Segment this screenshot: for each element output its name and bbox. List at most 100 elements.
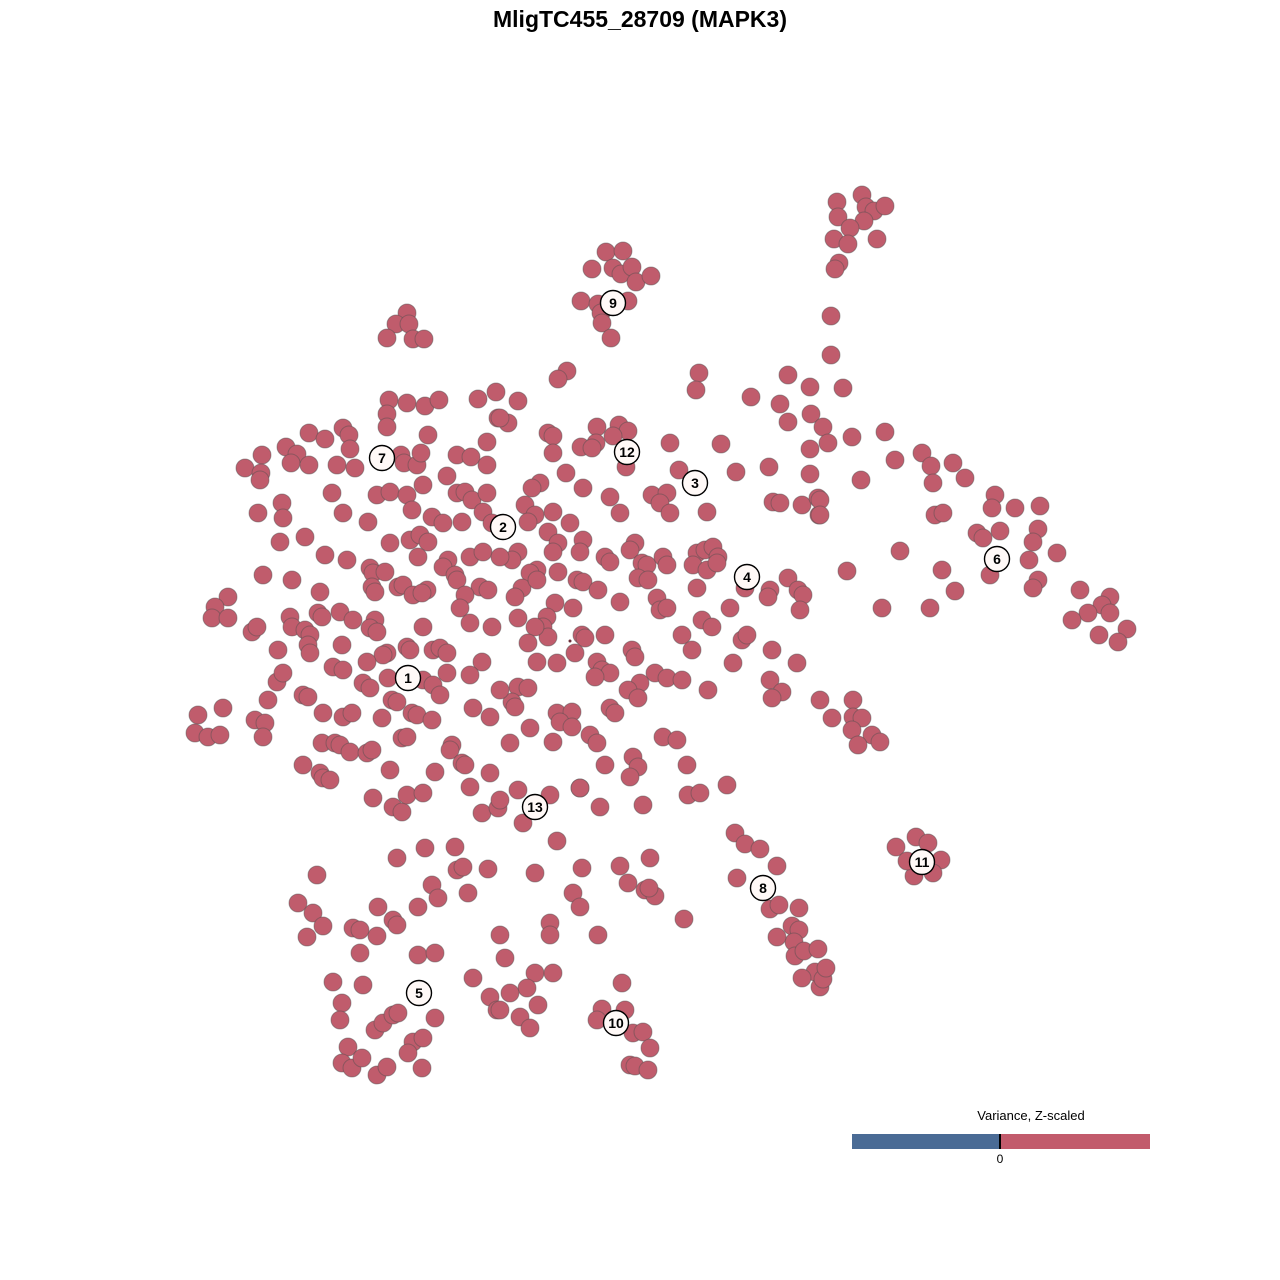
- data-point: [368, 897, 388, 917]
- data-point: [440, 740, 460, 760]
- data-point: [463, 968, 483, 988]
- data-point: [612, 973, 632, 993]
- data-point: [707, 553, 727, 573]
- data-point: [300, 643, 320, 663]
- data-point: [508, 608, 528, 628]
- data-point: [340, 439, 360, 459]
- data-point: [377, 328, 397, 348]
- data-point: [353, 975, 373, 995]
- cluster-label-8: 8: [749, 874, 777, 902]
- data-point: [472, 803, 492, 823]
- data-point: [327, 455, 347, 475]
- cluster-label-7: 7: [368, 444, 396, 472]
- data-point: [543, 426, 563, 446]
- data-point: [282, 570, 302, 590]
- tiny-data-point: [568, 639, 572, 643]
- page-title: MligTC455_28709 (MAPK3): [493, 6, 787, 32]
- data-point: [213, 698, 233, 718]
- data-point: [513, 813, 533, 833]
- data-point: [413, 1028, 433, 1048]
- data-point: [560, 513, 580, 533]
- data-point: [1062, 610, 1082, 630]
- svg-text:8: 8: [759, 880, 767, 896]
- data-point: [202, 608, 222, 628]
- data-point: [625, 647, 645, 667]
- data-point: [363, 788, 383, 808]
- data-point: [800, 464, 820, 484]
- data-point: [360, 678, 380, 698]
- data-point: [628, 688, 648, 708]
- data-point: [588, 580, 608, 600]
- data-point: [482, 617, 502, 637]
- data-point: [372, 708, 392, 728]
- data-point: [313, 916, 333, 936]
- data-point: [547, 831, 567, 851]
- data-point: [610, 856, 630, 876]
- data-point: [333, 503, 353, 523]
- data-point: [690, 783, 710, 803]
- data-point: [848, 735, 868, 755]
- data-point: [801, 404, 821, 424]
- data-point: [1023, 532, 1043, 552]
- data-point: [875, 196, 895, 216]
- svg-text:3: 3: [691, 475, 699, 491]
- data-point: [527, 652, 547, 672]
- data-point: [720, 598, 740, 618]
- data-point: [570, 897, 590, 917]
- data-point: [365, 582, 385, 602]
- data-point: [1108, 632, 1128, 652]
- data-point: [357, 652, 377, 672]
- data-point: [603, 426, 623, 446]
- data-point: [610, 503, 630, 523]
- data-point: [490, 1000, 510, 1020]
- cluster-label-3: 3: [681, 469, 709, 497]
- data-point: [486, 382, 506, 402]
- data-point: [520, 1018, 540, 1038]
- data-point: [455, 755, 475, 775]
- data-point: [387, 915, 407, 935]
- data-point: [640, 848, 660, 868]
- data-point: [543, 502, 563, 522]
- data-point: [460, 613, 480, 633]
- data-point: [548, 369, 568, 389]
- data-point: [299, 455, 319, 475]
- data-point: [540, 925, 560, 945]
- data-point: [388, 1003, 408, 1023]
- data-point: [330, 1010, 350, 1030]
- cluster-label-4: 4: [733, 563, 761, 591]
- data-point: [458, 883, 478, 903]
- data-point: [800, 439, 820, 459]
- data-point: [571, 291, 591, 311]
- data-point: [737, 625, 757, 645]
- data-point: [770, 493, 790, 513]
- data-point: [402, 500, 422, 520]
- data-point: [450, 598, 470, 618]
- data-point: [769, 895, 789, 915]
- data-point: [697, 502, 717, 522]
- data-point: [397, 785, 417, 805]
- data-point: [821, 306, 841, 326]
- data-point: [582, 259, 602, 279]
- data-point: [340, 742, 360, 762]
- data-point: [595, 755, 615, 775]
- data-point: [413, 617, 433, 637]
- data-point: [840, 218, 860, 238]
- legend-zero-tick: [999, 1134, 1001, 1149]
- data-point: [843, 690, 863, 710]
- data-point: [660, 503, 680, 523]
- data-point: [333, 660, 353, 680]
- data-point: [610, 592, 630, 612]
- data-point: [601, 328, 621, 348]
- data-point: [425, 762, 445, 782]
- data-point: [425, 943, 445, 963]
- data-point: [921, 456, 941, 476]
- data-point: [1005, 498, 1025, 518]
- data-point: [430, 685, 450, 705]
- data-point: [400, 640, 420, 660]
- data-point: [332, 993, 352, 1013]
- data-point: [585, 667, 605, 687]
- data-point: [358, 512, 378, 532]
- legend-title: Variance, Z-scaled: [977, 1108, 1085, 1123]
- data-point: [323, 972, 343, 992]
